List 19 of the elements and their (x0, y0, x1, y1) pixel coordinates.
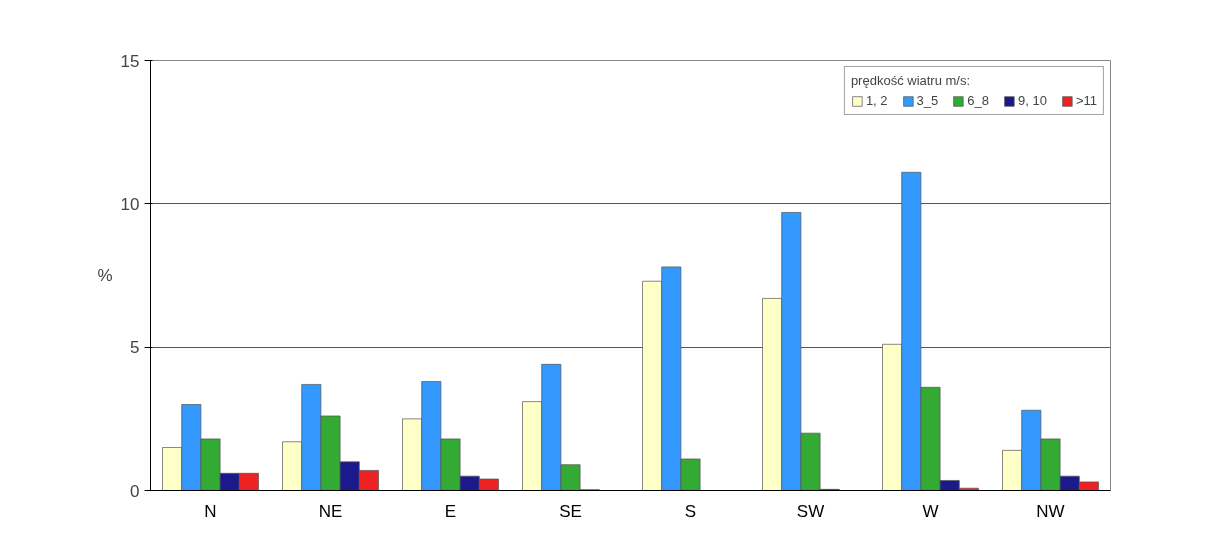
x-tick-label: S (684, 501, 697, 521)
legend-label: 1, 2 (865, 93, 888, 108)
legend-title: prędkość wiatru m/s: (850, 73, 972, 88)
y-tick-label: 0 (130, 481, 140, 501)
x-tick-label: SE (559, 501, 582, 521)
x-tick-label: NE (318, 501, 343, 521)
y-axis-title: % (97, 266, 113, 285)
y-tick-label: 5 (130, 338, 140, 358)
x-tick-label: W (922, 501, 939, 521)
y-tick-label: 15 (120, 51, 140, 71)
legend-label: 9, 10 (1017, 93, 1047, 108)
x-tick-label: E (444, 501, 457, 521)
x-tick-label: SW (796, 501, 825, 521)
x-tick-label: NW (1036, 501, 1065, 521)
legend-label: >11 (1075, 93, 1097, 108)
legend-label: 6_8 (967, 93, 989, 108)
x-tick-label: N (204, 501, 217, 521)
legend-label: 3_5 (916, 93, 939, 108)
y-tick-label: 10 (120, 194, 140, 214)
